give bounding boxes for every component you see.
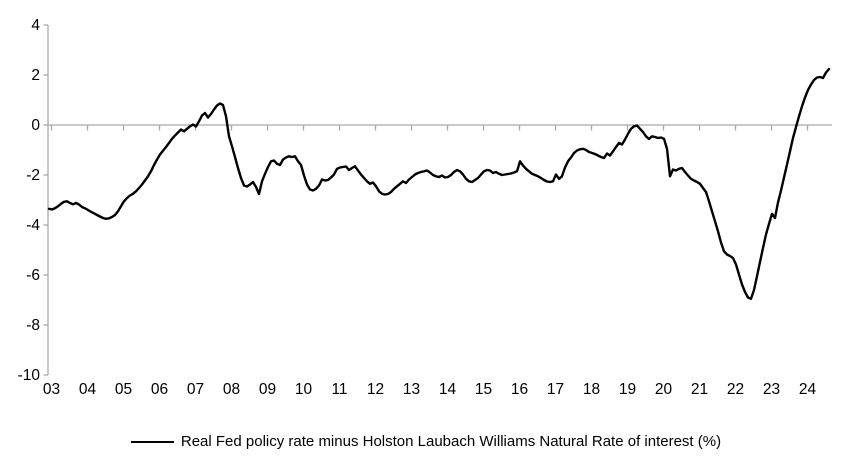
x-tick-label: 08 (223, 381, 240, 398)
x-tick-label: 24 (799, 381, 817, 398)
x-tick-label: 19 (619, 381, 636, 398)
y-tick-label: 0 (31, 117, 40, 134)
y-tick-label: 2 (31, 67, 40, 84)
x-tick-label: 18 (583, 381, 600, 398)
x-tick-label: 17 (547, 381, 564, 398)
y-tick-label: -8 (26, 317, 40, 334)
x-tick-label: 07 (187, 381, 204, 398)
x-tick-label: 03 (43, 381, 60, 398)
legend-line-icon (130, 440, 174, 443)
x-tick-label: 10 (295, 381, 313, 398)
x-tick-label: 13 (403, 381, 420, 398)
x-tick-label: 05 (115, 381, 132, 398)
y-tick-label: 4 (31, 17, 40, 34)
y-tick-label: -2 (26, 167, 40, 184)
x-tick-label: 23 (763, 381, 780, 398)
x-tick-label: 22 (727, 381, 744, 398)
x-tick-label: 06 (151, 381, 168, 398)
x-tick-label: 04 (79, 381, 97, 398)
plot-svg: 03 04 05 06 07 08 09 10 11 12 13 14 15 16 17 18 19 20 21 22… (18, 17, 832, 398)
x-tick-label: 21 (691, 381, 708, 398)
series-line (47, 67, 831, 300)
y-tick-label: -10 (18, 367, 41, 384)
x-tick-label: 15 (475, 381, 492, 398)
y-tick-label: -6 (26, 267, 40, 284)
x-tick-label: 12 (367, 381, 384, 398)
legend: Real Fed policy rate minus Holston Lauba… (0, 433, 852, 450)
x-tick-label: 16 (511, 381, 528, 398)
y-tick-label: -4 (26, 217, 40, 234)
x-tick-label: 20 (655, 381, 673, 398)
legend-series-label: Real Fed policy rate minus Holston Lauba… (180, 433, 722, 450)
x-tick-label: 11 (331, 381, 347, 398)
x-tick-label: 14 (439, 381, 457, 398)
x-tick-label: 09 (259, 381, 276, 398)
